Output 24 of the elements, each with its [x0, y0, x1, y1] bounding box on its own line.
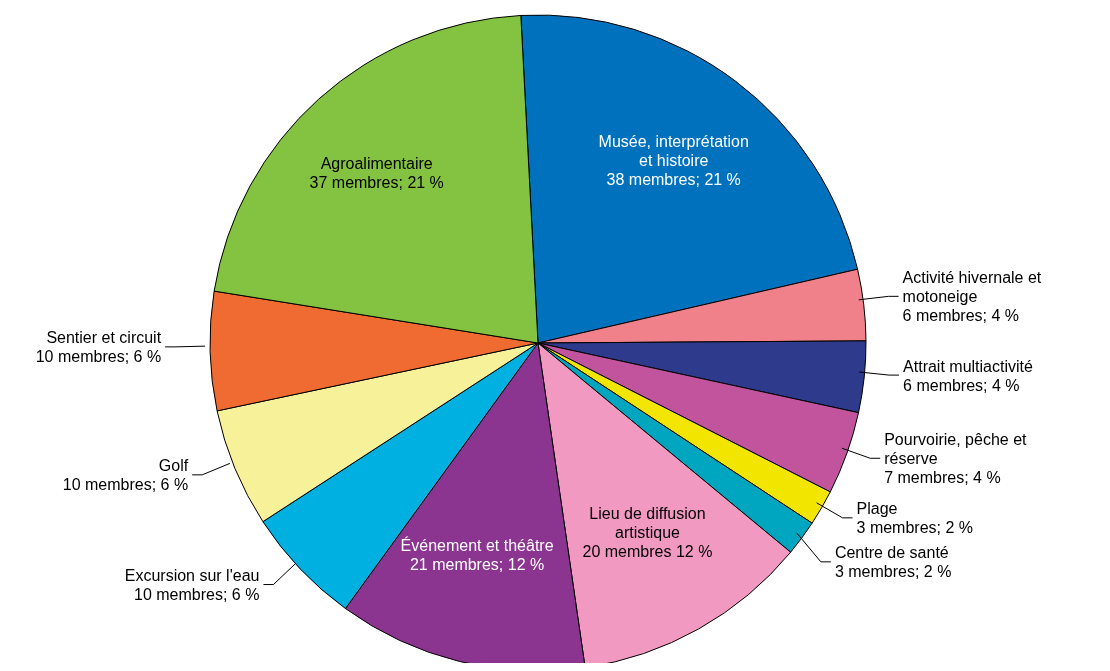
data-label: 10 membres; 6 %: [35, 347, 162, 365]
data-label: 6 membres; 4 %: [903, 376, 1020, 394]
slice-label: Activité hivernale et motoneige: [902, 268, 1042, 305]
data-label: 3 membres; 2 %: [834, 562, 952, 580]
data-label: 20 membres 12 %: [582, 542, 713, 560]
slice-label: Centre de santé: [834, 543, 949, 561]
slice-label: Plage: [856, 499, 898, 517]
slice-label: Pourvoirie, pêche et réserve: [884, 430, 1028, 467]
data-label: 21 membres; 12 %: [409, 555, 545, 573]
slice-label: Golf: [158, 456, 189, 474]
slice-label: Sentier et circuit: [46, 328, 162, 346]
slice-label: Attrait multiactivité: [903, 357, 1033, 375]
slice-label: Agroalimentaire: [320, 154, 433, 172]
data-label: 10 membres; 6 %: [134, 585, 260, 603]
data-label: 37 membres; 21 %: [309, 173, 444, 191]
slice-label: Événement et théâtre: [400, 535, 554, 554]
data-label: 3 membres; 2 %: [856, 518, 974, 536]
slice-label: Lieu de diffusion artistique: [589, 504, 706, 541]
slice-label: Excursion sur l'eau: [124, 566, 260, 584]
data-label: 7 membres; 4 %: [884, 468, 1001, 486]
data-label: 6 membres; 4 %: [902, 306, 1020, 324]
data-label: 10 membres; 6 %: [62, 475, 189, 493]
data-label: 38 membres; 21 %: [606, 170, 741, 188]
slice-label: Musée, interprétation et histoire: [598, 132, 749, 169]
